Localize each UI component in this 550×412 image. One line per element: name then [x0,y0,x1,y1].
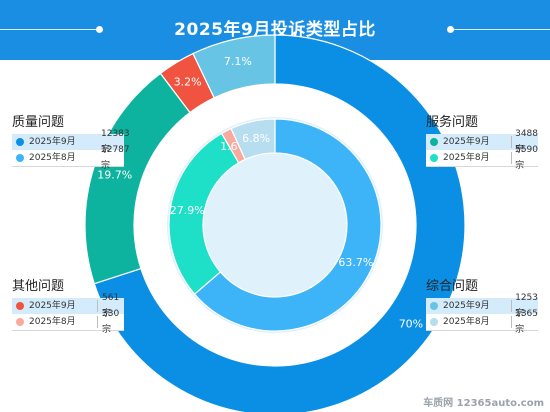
slice-label-outer-1: 19.7% [97,169,132,182]
header-divider-left [0,29,100,30]
legend-dot [16,302,24,310]
legend-other: 其他问题 2025年9月 561宗 2025年8月 330宗 [12,276,124,335]
legend-label: 2025年9月 [443,137,490,147]
legend-label: 2025年8月 [443,317,490,327]
slice-inner-3 [230,118,276,161]
legend-row: 2025年9月 3488宗 [426,129,538,155]
legend-value: 3488宗 [515,129,538,155]
chart-title: 2025年9月投诉类型占比 [174,20,376,40]
legend-separator [97,300,98,312]
legend-row: 2025年8月 1365宗 [426,309,538,335]
slice-outer-3 [192,34,276,99]
legend-dot [430,138,438,146]
legend-value: 561宗 [102,293,120,319]
legend-value: 12787宗 [101,145,130,171]
header-divider-right [450,29,550,30]
legend-row: 2025年9月 12383宗 [12,129,130,155]
legend-row: 2025年9月 561宗 [12,293,124,319]
legend-label: 2025年9月 [29,301,76,311]
legend-title: 其他问题 [12,279,65,294]
legend-row: 2025年8月 330宗 [12,309,124,335]
legend-dot [16,138,24,146]
slice-inner-0 [193,118,382,332]
watermark: 车质网 12365auto.com [423,398,544,409]
legend-dot [430,318,438,326]
legend-title: 综合问题 [426,279,479,294]
legend-label: 2025年8月 [443,153,490,163]
legend-value: 12383宗 [101,129,130,155]
legend-label: 2025年8月 [29,317,76,327]
legend-row: 2025年9月 1253宗 [426,293,538,319]
legend-dot [16,318,24,326]
slice-label-outer-2: 3.2% [174,75,202,88]
legend-combined: 综合问题 2025年9月 1253宗 2025年8月 1365宗 [426,276,538,335]
slice-label-outer-3: 7.1% [224,55,252,68]
legend-service: 服务问题 2025年9月 3488宗 2025年8月 5590宗 [426,112,538,171]
legend-title: 服务问题 [426,115,479,130]
legend-value: 1365宗 [515,309,538,335]
legend-title: 质量问题 [12,115,65,130]
legend-value: 330宗 [102,309,120,335]
legend-dot [430,302,438,310]
slice-label-inner-1: 27.9% [170,204,205,217]
legend-quality: 质量问题 2025年9月 12383宗 2025年8月 12787宗 [12,112,130,171]
legend-label: 2025年9月 [443,301,490,311]
legend-value: 5590宗 [515,145,538,171]
legend-row: 2025年8月 5590宗 [426,145,538,171]
legend-value: 1253宗 [515,293,538,319]
legend-dot [16,154,24,162]
legend-row: 2025年8月 12787宗 [12,145,130,171]
slice-label-outer-0: 70% [399,318,423,331]
legend-label: 2025年9月 [29,137,76,147]
header-dot-left [96,26,103,33]
header-dot-right [447,26,454,33]
legend-dot [430,154,438,162]
slice-label-inner-0: 63.7% [338,256,373,269]
legend-label: 2025年8月 [29,153,76,163]
legend-separator [97,316,98,328]
slice-label-inner-3: 6.8% [242,132,270,145]
